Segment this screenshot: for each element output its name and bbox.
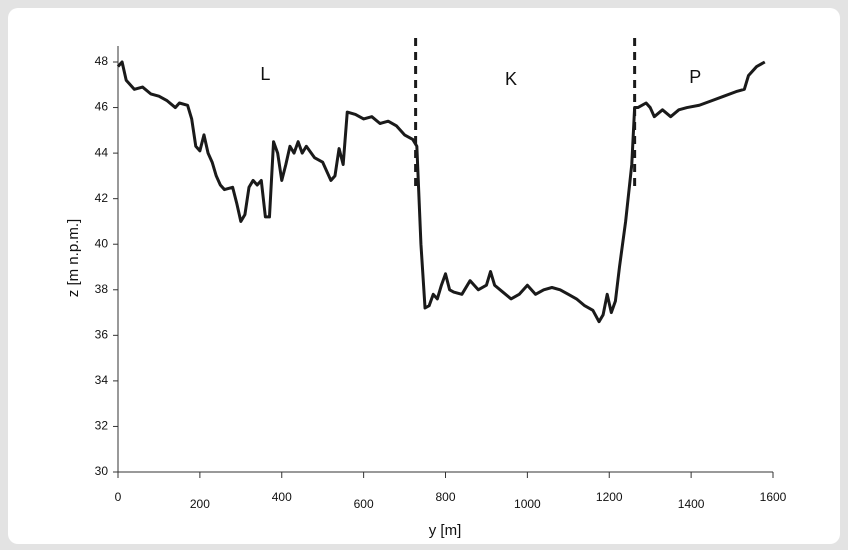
annotation: P <box>689 67 701 87</box>
y-tick-label: 46 <box>95 100 109 114</box>
x-tick-label: 400 <box>272 490 292 504</box>
annotation: L <box>260 64 270 84</box>
y-tick-label: 38 <box>95 282 109 296</box>
x-tick-label: 1600 <box>760 490 787 504</box>
x-tick-label: 600 <box>354 497 374 511</box>
x-tick-label: 1000 <box>514 497 541 511</box>
x-tick-label: 200 <box>190 497 210 511</box>
y-tick-label: 48 <box>95 54 109 68</box>
x-tick-label: 800 <box>435 490 455 504</box>
y-tick-label: 42 <box>95 191 109 205</box>
y-axis-title: z [m n.p.m.] <box>65 219 82 297</box>
x-tick-label: 0 <box>115 490 122 504</box>
x-tick-label: 1400 <box>678 497 705 511</box>
y-tick-label: 44 <box>95 145 109 159</box>
y-tick-label: 32 <box>95 419 109 433</box>
y-tick-label: 36 <box>95 328 109 342</box>
x-axis-title: y [m] <box>429 522 462 539</box>
y-tick-label: 30 <box>95 464 109 478</box>
y-tick-label: 34 <box>95 373 109 387</box>
profile-line <box>116 60 766 324</box>
y-tick-label: 40 <box>95 236 109 250</box>
x-tick-label: 1200 <box>596 490 623 504</box>
annotation: K <box>505 69 517 89</box>
